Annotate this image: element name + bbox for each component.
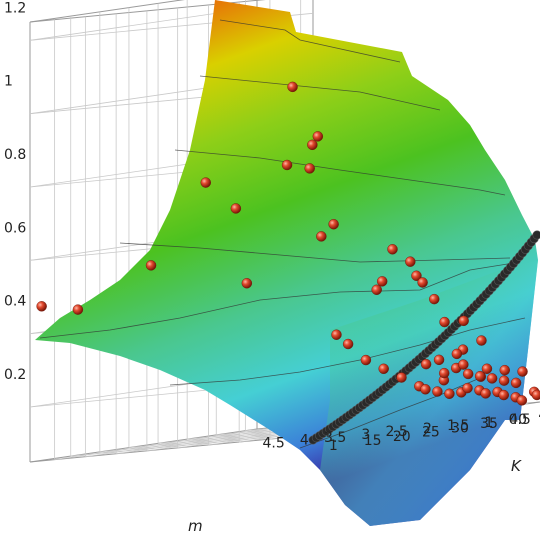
- data-point: [517, 366, 528, 377]
- data-point: [458, 315, 469, 327]
- contour-line: [39, 261, 521, 339]
- k-tick-label: 35: [480, 416, 498, 432]
- data-point: [498, 375, 510, 386]
- m-tick-label: 1: [484, 415, 493, 431]
- data-point: [439, 316, 450, 328]
- m-tick-label: 3: [361, 427, 370, 443]
- m-tick-label: 2: [423, 421, 432, 437]
- scatter-points: [36, 81, 540, 406]
- data-point: [481, 363, 493, 374]
- k-tick-label: 45: [538, 408, 540, 424]
- data-point: [328, 219, 339, 230]
- data-point: [287, 81, 298, 93]
- m-tick-label: 3.5: [324, 430, 346, 446]
- data-point: [444, 388, 455, 399]
- data-point: [316, 231, 327, 242]
- k-tick-label: 20: [393, 429, 411, 445]
- data-point: [462, 382, 473, 394]
- data-point: [439, 367, 450, 379]
- data-point: [312, 131, 324, 142]
- frame-edge: [29, 0, 185, 23]
- contour-line: [219, 19, 401, 63]
- data-point: [360, 354, 372, 366]
- frame-edge: [29, 434, 314, 463]
- data-point: [531, 389, 540, 401]
- data-point: [396, 372, 407, 383]
- data-point: [462, 368, 474, 380]
- data-point: [420, 384, 431, 395]
- data-point: [331, 329, 342, 340]
- k-tick-label: 40: [509, 412, 527, 428]
- data-point: [432, 386, 443, 397]
- curve-marker: [532, 230, 540, 240]
- data-point: [304, 163, 315, 174]
- data-point: [411, 270, 422, 281]
- data-point: [516, 395, 528, 406]
- data-point: [476, 335, 487, 346]
- m-tick-label: 1.5: [447, 418, 469, 434]
- data-point: [36, 301, 47, 312]
- data-point: [72, 304, 84, 315]
- k-axis-title: K: [511, 457, 522, 475]
- data-point: [405, 256, 416, 267]
- data-point: [376, 276, 388, 287]
- z-tick-label: 0.6: [4, 220, 26, 236]
- m-tick-label: 4.5: [262, 436, 284, 452]
- k-tick-label: 15: [364, 433, 382, 449]
- data-point: [458, 359, 469, 370]
- contour-line: [174, 149, 506, 196]
- data-point: [378, 363, 389, 374]
- k-tick-label: 30: [451, 420, 469, 436]
- data-point: [510, 377, 522, 389]
- z-tick-label: 0.8: [4, 147, 26, 163]
- data-point: [200, 177, 211, 188]
- contour-line: [199, 75, 441, 111]
- data-point: [417, 277, 428, 288]
- data-point: [145, 260, 157, 271]
- surface: [35, 0, 538, 526]
- data-point: [498, 389, 509, 401]
- data-point: [480, 388, 491, 399]
- k-axis-ticks: 1 15 20 25 30 35 40 45: [329, 408, 540, 454]
- data-point: [241, 278, 253, 289]
- m-axis-ticks: 4.5 4 3.5 3 2.5 2 1.5 1 0.5: [262, 412, 530, 451]
- m-axis-title: m: [188, 517, 203, 535]
- data-point: [307, 139, 318, 151]
- data-point: [429, 293, 440, 305]
- data-point: [499, 364, 510, 376]
- z-axis-ticks: 0.2 0.4 0.6 0.8 1 1.2: [4, 0, 26, 383]
- data-point: [342, 338, 354, 350]
- contour-line: [119, 242, 511, 263]
- k-tick-label: 25: [422, 425, 440, 441]
- data-point: [281, 159, 293, 171]
- z-tick-label: 1: [4, 74, 13, 90]
- data-point: [486, 373, 498, 384]
- data-point: [474, 370, 486, 382]
- m-tick-label: 4: [300, 433, 309, 449]
- z-tick-label: 1.2: [4, 0, 26, 16]
- data-point: [371, 284, 382, 295]
- contour-line: [299, 377, 481, 449]
- data-point: [433, 354, 445, 366]
- data-point: [451, 348, 463, 360]
- frame-edge: [29, 0, 266, 23]
- z-tick-label: 0.2: [4, 367, 26, 383]
- m-tick-label: 2.5: [386, 424, 408, 440]
- m-tick-label: 0.5: [509, 412, 531, 428]
- k-tick-label: 1: [329, 438, 338, 454]
- z-tick-label: 0.4: [4, 294, 26, 310]
- data-point: [230, 203, 242, 214]
- data-point: [387, 244, 398, 255]
- data-point: [420, 358, 432, 370]
- contour-line: [169, 317, 526, 386]
